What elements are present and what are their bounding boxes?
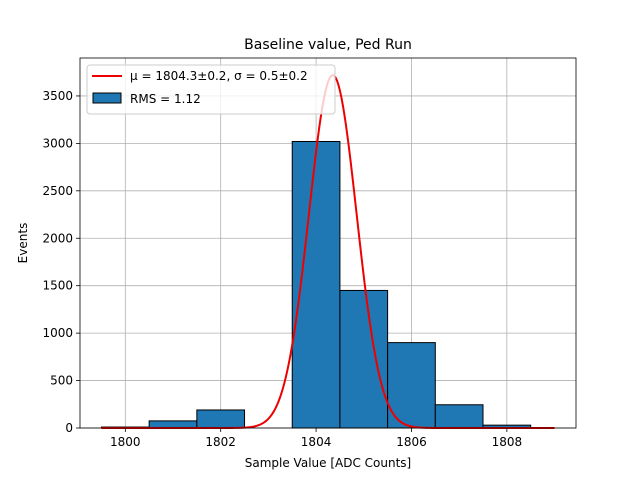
- histogram-bar: [434, 404, 484, 429]
- legend-histogram-label: RMS = 1.12: [130, 92, 201, 106]
- legend: μ = 1804.3±0.2, σ = 0.5±0.2 RMS = 1.12: [86, 64, 336, 115]
- y-axis-ticks: 0 500 1000 1500 2000 2500 3000 3500: [42, 89, 80, 435]
- legend-fit-label: μ = 1804.3±0.2, σ = 0.5±0.2: [130, 69, 308, 83]
- chart-title: Baseline value, Ped Run: [244, 37, 412, 53]
- y-tick-label: 3000: [42, 136, 73, 150]
- y-tick-label: 1500: [42, 279, 73, 293]
- histogram-bar: [196, 409, 246, 429]
- x-tick-label: 1808: [492, 435, 523, 449]
- histogram-bar: [387, 342, 436, 429]
- y-tick-label: 2500: [42, 184, 73, 198]
- y-axis-label: Events: [16, 223, 30, 264]
- histogram-bar: [148, 420, 198, 429]
- x-tick-label: 1802: [205, 435, 236, 449]
- histogram-bar: [339, 289, 389, 429]
- x-tick-label: 1800: [110, 435, 141, 449]
- legend-histogram-swatch: [92, 92, 122, 104]
- axes-frame: [79, 57, 577, 429]
- x-tick-label: 1804: [301, 435, 332, 449]
- x-axis-label: Sample Value [ADC Counts]: [245, 456, 411, 470]
- x-tick-label: 1806: [396, 435, 427, 449]
- y-tick-label: 3500: [42, 89, 73, 103]
- y-tick-label: 2000: [42, 231, 73, 245]
- y-tick-label: 0: [65, 421, 73, 435]
- legend-box: [86, 64, 336, 115]
- x-axis-ticks: 1800 1802 1804 1806 1808: [110, 428, 522, 449]
- y-tick-label: 500: [50, 374, 73, 388]
- histogram-bar: [291, 140, 341, 429]
- y-tick-label: 1000: [42, 326, 73, 340]
